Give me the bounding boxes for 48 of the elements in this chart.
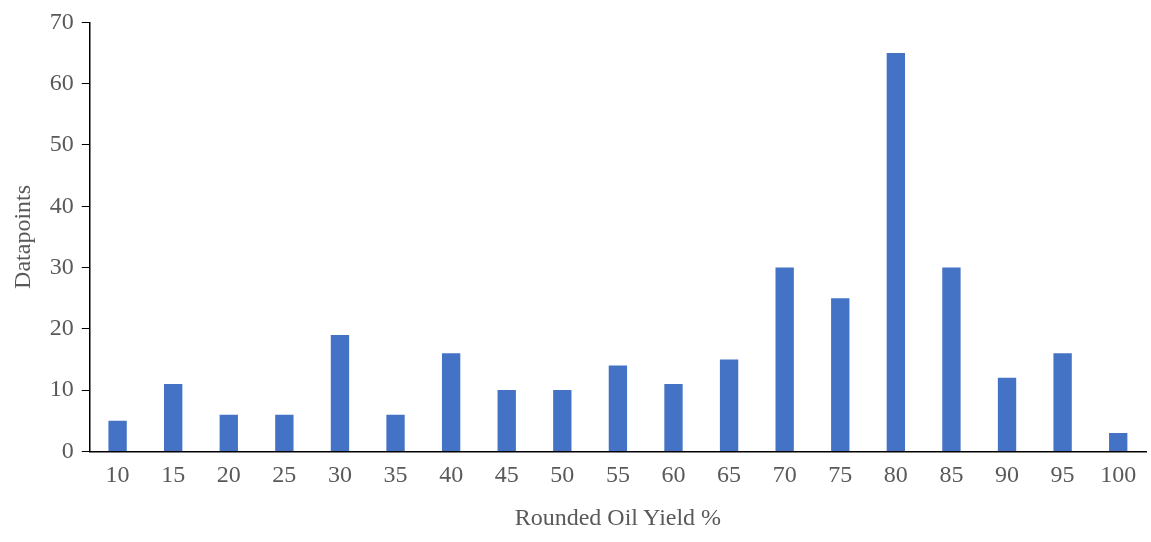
bar xyxy=(831,298,850,451)
bar xyxy=(497,390,516,451)
y-tick-label: 60 xyxy=(49,68,74,95)
bar xyxy=(330,334,350,451)
x-tick-label: 75 xyxy=(828,461,853,488)
x-tick-label: 70 xyxy=(772,461,797,488)
y-tick-label: 10 xyxy=(49,375,74,402)
x-tick-label: 65 xyxy=(717,461,742,488)
x-tick-label: 100 xyxy=(1100,461,1137,488)
y-tick-label: 30 xyxy=(49,252,74,279)
x-tick-label: 20 xyxy=(216,461,241,488)
x-tick-label: 30 xyxy=(327,461,352,488)
y-tick-label: 0 xyxy=(61,436,74,463)
bar xyxy=(664,383,683,451)
bar xyxy=(164,383,183,451)
bar xyxy=(275,414,294,451)
bar xyxy=(775,267,794,451)
x-tick-label: 95 xyxy=(1050,461,1075,488)
bar xyxy=(942,267,961,451)
x-tick-label: 40 xyxy=(439,461,464,488)
bar xyxy=(1109,433,1128,451)
bar xyxy=(553,390,572,451)
x-tick-label: 15 xyxy=(161,461,186,488)
y-axis-title: Datapoints xyxy=(8,184,35,289)
bar xyxy=(608,365,628,451)
x-tick-label: 25 xyxy=(272,461,297,488)
x-tick-label: 80 xyxy=(883,461,908,488)
x-tick-label: 10 xyxy=(105,461,130,488)
bar xyxy=(886,53,906,451)
bar xyxy=(997,377,1017,451)
x-tick-label: 60 xyxy=(661,461,686,488)
x-tick-label: 50 xyxy=(550,461,575,488)
y-tick-label: 40 xyxy=(49,191,74,218)
bar xyxy=(219,414,238,451)
x-tick-label: 85 xyxy=(939,461,964,488)
x-axis-title: Rounded Oil Yield % xyxy=(514,503,722,530)
bar xyxy=(719,359,739,451)
x-tick-label: 45 xyxy=(494,461,519,488)
y-tick-label: 50 xyxy=(49,130,74,157)
x-tick-label: 55 xyxy=(605,461,630,488)
bar xyxy=(108,420,127,451)
bar xyxy=(1053,353,1072,451)
x-tick-label: 90 xyxy=(995,461,1020,488)
x-tick-label: 35 xyxy=(383,461,408,488)
bar xyxy=(386,414,405,451)
y-tick-label: 20 xyxy=(49,314,74,341)
bar xyxy=(441,353,461,451)
y-tick-label: 70 xyxy=(49,7,74,34)
